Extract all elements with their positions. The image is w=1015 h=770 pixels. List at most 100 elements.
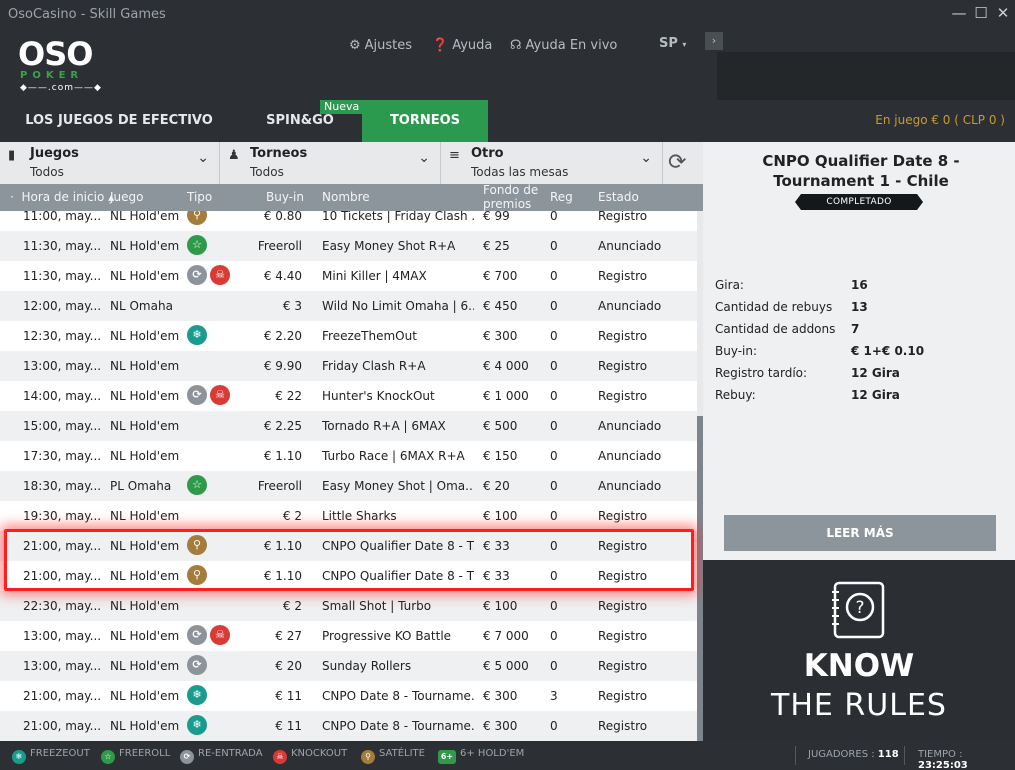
filter-other[interactable]: ≡ Otro Todas las mesas ⌄	[441, 142, 663, 184]
table-row[interactable]: 18:30, may... PL Omaha Freeroll Easy Money …	[0, 471, 697, 501]
minimize-icon[interactable]: —	[951, 4, 967, 22]
cell-registered: 0	[550, 599, 558, 613]
help-link[interactable]: ❓ Ayuda	[432, 38, 493, 53]
table-row[interactable]: 22:30, may... NL Hold'em € 2 Small Shot | T…	[0, 591, 697, 621]
cell-start-time: 14:00, may...	[23, 389, 102, 403]
details-panel: CNPO Qualifier Date 8 - Tournament 1 - C…	[703, 142, 1015, 560]
table-row[interactable]: 21:00, may... NL Hold'em € 1.10 CNPO Qualif…	[0, 561, 697, 591]
legend-item: 6+ 6+ HOLD'EM	[438, 748, 524, 764]
live-help-link[interactable]: ☊ Ayuda En vivo	[510, 38, 618, 53]
legend-label: KNOCKOUT	[291, 748, 348, 759]
cell-status: Anunciado	[598, 239, 662, 253]
cell-name: Turbo Race | 6MAX R+A	[322, 449, 465, 463]
cell-buyin: € 1.10	[263, 449, 302, 463]
table-row[interactable]: 14:00, may... NL Hold'em € 22 Hunter's Knoc…	[0, 381, 697, 411]
table-scrollbar[interactable]	[697, 211, 703, 741]
cell-name: FreezeThemOut	[322, 329, 417, 343]
oso-poker-logo[interactable]: OSO POKER ◆——.com——◆	[18, 38, 118, 98]
cell-prize-pool: € 300	[483, 689, 518, 703]
collapse-button[interactable]: ›	[705, 32, 723, 50]
language-selector[interactable]: SP ▾	[659, 36, 687, 51]
cell-game: NL Hold'em	[110, 211, 180, 223]
cell-start-time: 13:00, may...	[23, 359, 102, 373]
read-more-button[interactable]: LEER MÁS	[724, 515, 996, 551]
legend-item: ⟳ RE-ENTRADA	[180, 748, 263, 764]
col-start-time[interactable]: · Hora de inicio ▴	[10, 190, 115, 204]
col-type[interactable]: Tipo	[187, 190, 213, 204]
cell-registered: 0	[550, 509, 558, 523]
cell-buyin: Freeroll	[257, 479, 302, 493]
filter-games[interactable]: ▮ Juegos Todos ⌄	[0, 142, 220, 184]
cell-start-time: 11:30, may...	[23, 239, 102, 253]
reentry-icon: ⟳	[187, 625, 207, 645]
cell-name: Sunday Rollers	[322, 659, 412, 673]
six-plus-icon: 6+	[438, 750, 456, 764]
scrollbar-thumb[interactable]	[697, 416, 703, 741]
cell-name: Tornado R+A | 6MAX	[322, 419, 446, 433]
clock: TIEMPO : 23:25:03	[918, 749, 968, 770]
refresh-icon[interactable]: ⟳	[668, 150, 687, 175]
close-icon[interactable]: ✕	[996, 4, 1010, 22]
cell-status: Registro	[598, 689, 648, 703]
maximize-icon[interactable]: ☐	[974, 4, 988, 22]
legend-item: ☆ FREEROLL	[101, 748, 170, 764]
promo-line-1: KNOW	[803, 648, 915, 684]
tab-spin-go[interactable]: SPIN&GO	[266, 113, 334, 128]
cell-start-time: 21:00, may...	[23, 719, 102, 733]
col-prize-pool[interactable]: Fondo de premios	[483, 183, 539, 211]
filter-tournaments[interactable]: ♟ Torneos Todos ⌄	[220, 142, 441, 184]
cell-prize-pool: € 700	[483, 269, 518, 283]
table-row[interactable]: 21:00, may... NL Hold'em € 11 CNPO Date 8 -…	[0, 711, 697, 741]
tab-tournaments[interactable]: TORNEOS	[362, 100, 488, 142]
cell-type: ☆	[187, 235, 247, 255]
help-circle-icon: ❓	[432, 38, 449, 53]
col-game[interactable]: Juego	[110, 190, 144, 204]
col-status[interactable]: Estado	[598, 190, 639, 204]
table-row[interactable]: 11:00, may... NL Hold'em € 0.80 10 Tickets …	[0, 211, 697, 231]
players-count: JUGADORES : 118	[808, 749, 899, 760]
legend-item: ⚲ SATÉLITE	[361, 748, 425, 764]
table-row[interactable]: 13:00, may... NL Hold'em € 27 Progressive K…	[0, 621, 697, 651]
table-row[interactable]: 15:00, may... NL Hold'em € 2.25 Tornado R+A…	[0, 411, 697, 441]
cell-status: Registro	[598, 509, 648, 523]
settings-link[interactable]: ⚙ Ajustes	[349, 38, 413, 53]
col-buyin[interactable]: Buy-in	[266, 190, 304, 204]
legend-item: ☠ KNOCKOUT	[273, 748, 347, 764]
cell-game: NL Hold'em	[110, 389, 180, 403]
know-the-rules-banner[interactable]: ? KNOW THE RULES	[703, 560, 1015, 741]
table-row[interactable]: 11:30, may... NL Hold'em € 4.40 Mini Killer…	[0, 261, 697, 291]
table-row[interactable]: 17:30, may... NL Hold'em € 1.10 Turbo Race …	[0, 441, 697, 471]
cell-start-time: 12:00, may...	[23, 299, 102, 313]
info-row: Buy-in: € 1+€ 0.10	[715, 344, 925, 358]
cell-prize-pool: € 150	[483, 449, 518, 463]
table-row[interactable]: 19:30, may... NL Hold'em € 2 Little Sharks €…	[0, 501, 697, 531]
cell-prize-pool: € 33	[483, 539, 510, 553]
col-registered[interactable]: Reg	[550, 190, 573, 204]
window-title: OsoCasino - Skill Games	[8, 7, 166, 22]
cell-registered: 0	[550, 569, 558, 583]
table-row[interactable]: 12:30, may... NL Hold'em € 2.20 FreezeThemO…	[0, 321, 697, 351]
cell-prize-pool: € 100	[483, 599, 518, 613]
col-name[interactable]: Nombre	[322, 190, 370, 204]
table-row[interactable]: 12:00, may... NL Omaha € 3 Wild No Limit Om…	[0, 291, 697, 321]
filter-games-value: Todos	[30, 165, 64, 179]
table-row[interactable]: 11:30, may... NL Hold'em Freeroll Easy Mone…	[0, 231, 697, 261]
cell-game: NL Omaha	[110, 299, 173, 313]
logo-com: ◆——.com——◆	[20, 83, 102, 93]
cell-prize-pool: € 20	[483, 479, 510, 493]
cell-prize-pool: € 1 000	[483, 389, 529, 403]
table-row[interactable]: 21:00, may... NL Hold'em € 1.10 CNPO Qualif…	[0, 531, 697, 561]
table-row[interactable]: 13:00, may... NL Hold'em € 20 Sunday Roller…	[0, 651, 697, 681]
table-row[interactable]: 21:00, may... NL Hold'em € 11 CNPO Date 8 -…	[0, 681, 697, 711]
table-row[interactable]: 13:00, may... NL Hold'em € 9.90 Friday Clas…	[0, 351, 697, 381]
cell-prize-pool: € 300	[483, 329, 518, 343]
cell-game: NL Hold'em	[110, 719, 180, 733]
cell-name: Small Shot | Turbo	[322, 599, 432, 613]
cell-buyin: € 1.10	[263, 539, 302, 553]
tab-cash-games[interactable]: LOS JUEGOS DE EFECTIVO	[25, 113, 213, 128]
cell-game: NL Hold'em	[110, 629, 180, 643]
cell-start-time: 21:00, may...	[23, 539, 102, 553]
legend-label: RE-ENTRADA	[198, 748, 263, 759]
star-icon: ☆	[187, 475, 207, 495]
cell-status: Registro	[598, 719, 648, 733]
